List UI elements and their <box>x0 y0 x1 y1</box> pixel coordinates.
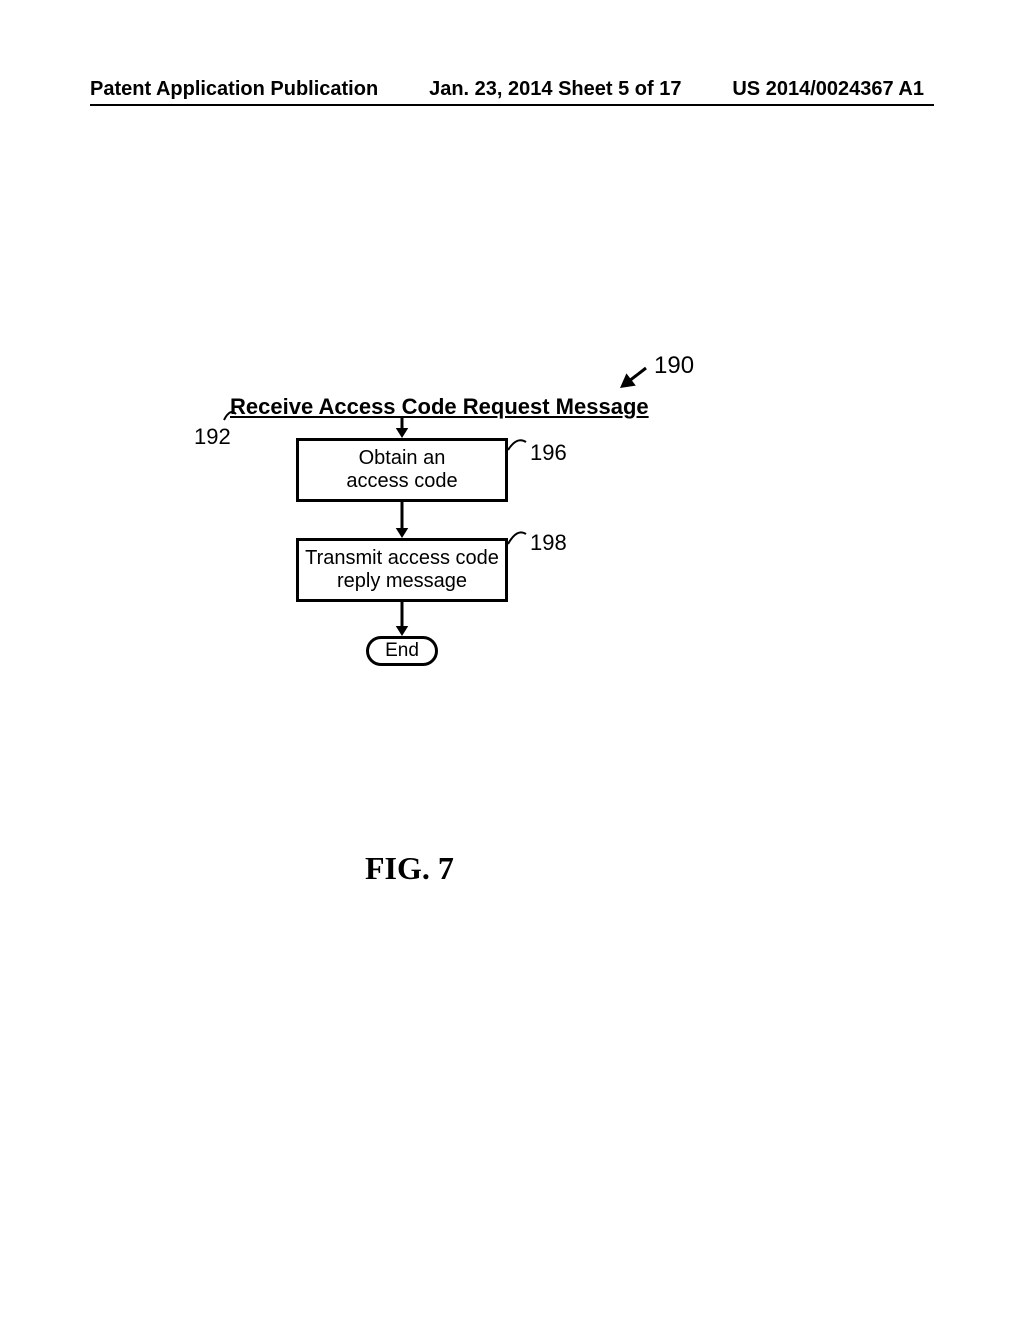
ref-label-196: 196 <box>530 440 567 466</box>
flow-box-transmit-line1: Transmit access code <box>305 547 499 570</box>
figure-caption: FIG. 7 <box>365 850 454 887</box>
flow-box-transmit: Transmit access code reply message <box>296 538 508 602</box>
flow-title: Receive Access Code Request Message <box>230 394 649 420</box>
ref-label-198: 198 <box>530 530 567 556</box>
flow-box-transmit-line2: reply message <box>337 570 467 593</box>
flow-box-obtain-line1: Obtain an <box>359 447 446 470</box>
flow-terminator-end-text: End <box>385 640 419 662</box>
flow-terminator-end: End <box>366 636 438 666</box>
flow-box-obtain-line2: access code <box>346 470 457 493</box>
figure-7: Receive Access Code Request Message 192 … <box>0 0 1024 1320</box>
flow-arrows <box>0 0 1024 1320</box>
flow-box-obtain: Obtain an access code <box>296 438 508 502</box>
ref-label-190: 190 <box>654 352 694 380</box>
ref-label-192: 192 <box>194 424 231 450</box>
